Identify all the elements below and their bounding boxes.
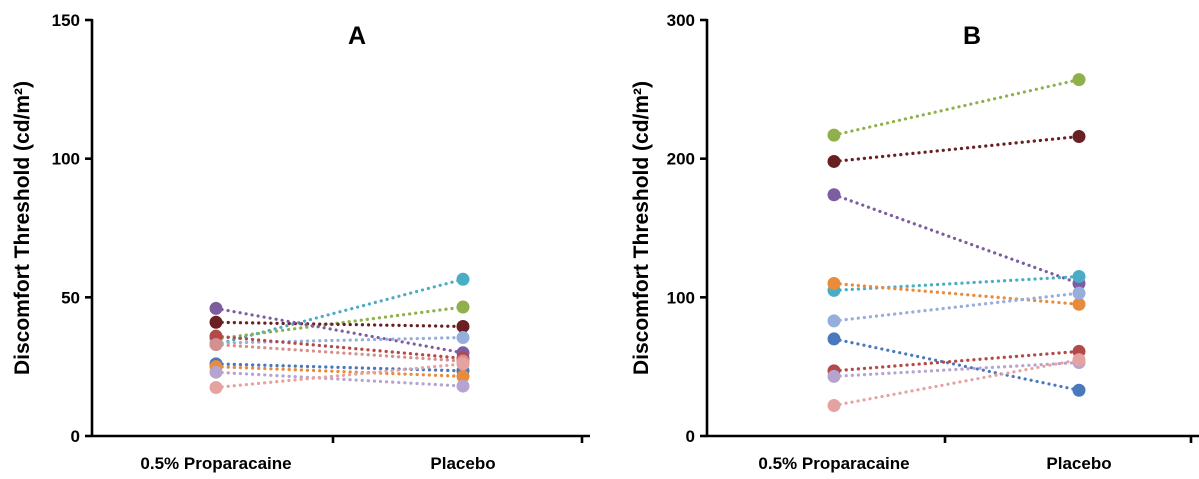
- panel-title-a: A: [348, 22, 366, 50]
- data-point-b: [1072, 353, 1086, 367]
- series-line-a: [214, 365, 465, 378]
- y-tick-label-b: 300: [667, 11, 695, 30]
- series-line-b: [832, 193, 1081, 286]
- data-point-b: [1072, 73, 1086, 87]
- data-point-b: [827, 276, 841, 290]
- data-point-a: [456, 369, 470, 383]
- data-point-a: [456, 357, 470, 371]
- data-point-b: [827, 332, 841, 346]
- series-line-a: [214, 362, 465, 373]
- series-line-a: [214, 320, 465, 329]
- data-point-a: [456, 319, 470, 333]
- series-line-b: [832, 349, 1081, 373]
- series-line-b: [832, 291, 1081, 323]
- data-point-a: [209, 337, 223, 351]
- data-point-b: [827, 154, 841, 168]
- y-tick-label-a: 50: [61, 288, 80, 307]
- data-point-b: [827, 369, 841, 383]
- data-point-b: [827, 314, 841, 328]
- data-point-b: [1072, 270, 1086, 284]
- data-point-a: [209, 315, 223, 329]
- x-tick-label-a: Placebo: [430, 454, 495, 473]
- data-point-a: [209, 380, 223, 394]
- y-tick-label-b: 0: [686, 427, 695, 446]
- series-line-b: [832, 78, 1081, 137]
- data-point-a: [209, 301, 223, 315]
- data-point-b: [1072, 286, 1086, 300]
- data-point-a: [456, 331, 470, 345]
- data-point-b: [827, 128, 841, 142]
- series-line-a: [214, 342, 465, 363]
- data-point-b: [827, 398, 841, 412]
- series-line-b: [832, 358, 1081, 408]
- y-axis-title-b: Discomfort Threshold (cd/m²): [630, 81, 653, 375]
- data-point-b: [1072, 297, 1086, 311]
- y-axis-title-a: Discomfort Threshold (cd/m²): [11, 81, 34, 375]
- x-tick-label-b: 0.5% Proparacaine: [758, 454, 909, 473]
- x-tick-label-a: 0.5% Proparacaine: [140, 454, 291, 473]
- x-tick-label-b: Placebo: [1046, 454, 1111, 473]
- series-line-b: [832, 337, 1081, 392]
- series-line-a: [214, 334, 465, 360]
- data-point-b: [1072, 129, 1086, 143]
- y-tick-label-a: 0: [71, 427, 80, 446]
- y-tick-label-a: 150: [52, 11, 80, 30]
- series-line-b: [832, 360, 1081, 378]
- series-line-b: [832, 281, 1081, 306]
- data-point-a: [209, 365, 223, 379]
- data-point-a: [456, 272, 470, 286]
- series-line-a: [214, 362, 465, 390]
- data-point-a: [456, 300, 470, 314]
- data-point-b: [827, 188, 841, 202]
- series-line-a: [214, 306, 465, 355]
- series-line-a: [214, 305, 465, 341]
- series-line-b: [832, 274, 1081, 292]
- y-tick-label-a: 100: [52, 150, 80, 169]
- panel-title-b: B: [963, 22, 981, 50]
- data-point-b: [1072, 383, 1086, 397]
- y-tick-label-b: 100: [667, 288, 695, 307]
- series-line-a: [214, 370, 465, 388]
- series-line-b: [832, 134, 1081, 164]
- series-line-a: [214, 335, 465, 345]
- data-point-a: [456, 379, 470, 393]
- y-tick-label-b: 200: [667, 150, 695, 169]
